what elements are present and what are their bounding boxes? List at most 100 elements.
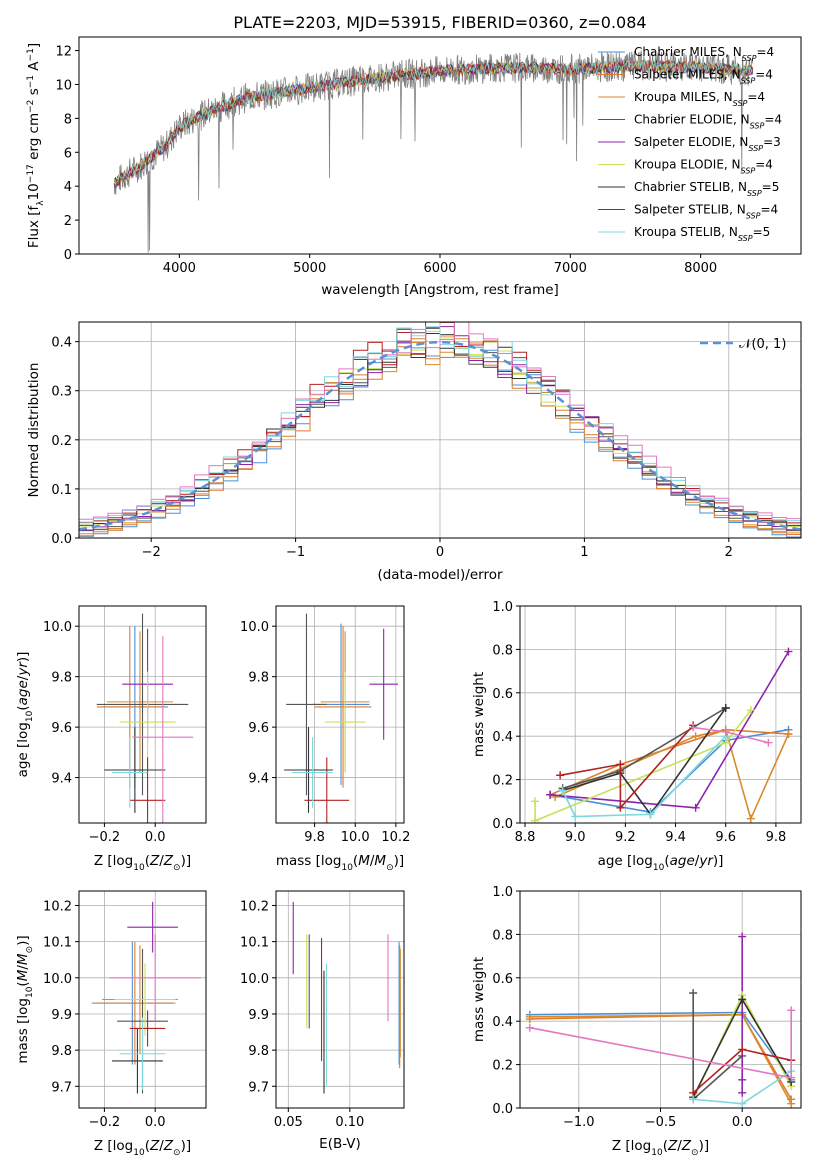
x-axis-label: Z [log10(Z/Z⊙)] bbox=[612, 1138, 709, 1158]
y-tick-label: 0.0 bbox=[51, 532, 72, 547]
y-tick-label: 0.0 bbox=[492, 1102, 513, 1117]
y-tick-label: 9.8 bbox=[248, 671, 269, 686]
legend-entry: Chabrier MILES, NSSP=4 bbox=[634, 45, 774, 63]
x-tick-label: −1 bbox=[286, 545, 305, 560]
x-tick-label: 0 bbox=[436, 545, 444, 560]
plus-marker bbox=[646, 810, 655, 819]
x-tick-label: 6000 bbox=[423, 261, 456, 276]
weight-vs-Z-lines bbox=[525, 932, 796, 1108]
age-vs-Z-points bbox=[96, 613, 194, 823]
plus-marker bbox=[691, 803, 700, 812]
weight-line bbox=[559, 724, 694, 810]
y-tick-label: 10.2 bbox=[43, 899, 72, 914]
plus-marker bbox=[738, 1099, 747, 1108]
plus-marker bbox=[738, 1088, 747, 1097]
residuals-frame bbox=[78, 321, 802, 539]
x-tick-label: 10.0 bbox=[341, 830, 370, 845]
y-tick-label: 0.2 bbox=[492, 1059, 513, 1074]
x-tick-label: −2 bbox=[142, 545, 161, 560]
y-tick-label: 6 bbox=[64, 146, 72, 161]
x-tick-label: 1 bbox=[580, 545, 588, 560]
legend-entry: Kroupa ELODIE, NSSP=4 bbox=[634, 158, 773, 176]
x-tick-label: 8000 bbox=[684, 261, 717, 276]
plus-marker bbox=[556, 771, 565, 780]
y-tick-label: 10 bbox=[55, 78, 72, 93]
plus-marker bbox=[546, 790, 555, 799]
y-tick-label: 0.4 bbox=[492, 730, 513, 745]
legend-entry: Salpeter STELIB, NSSP=4 bbox=[634, 203, 778, 221]
y-tick-label: 0.2 bbox=[51, 434, 72, 449]
y-tick-label: 0.6 bbox=[492, 687, 513, 702]
plus-marker bbox=[689, 988, 698, 997]
x-tick-label: 9.4 bbox=[665, 830, 686, 845]
legend-entry: Kroupa STELIB, NSSP=5 bbox=[634, 225, 770, 243]
model-line-salpeter-stelib bbox=[113, 60, 754, 188]
model-line-kroupa-stelib bbox=[113, 59, 753, 185]
plus-marker bbox=[689, 723, 698, 732]
plus-marker bbox=[764, 738, 773, 747]
plus-marker bbox=[571, 812, 580, 821]
x-tick-label: 9.8 bbox=[304, 830, 325, 845]
y-tick-label: 4 bbox=[64, 180, 72, 195]
spectrum-lines bbox=[113, 50, 754, 253]
y-tick-label: 10.0 bbox=[240, 620, 269, 635]
x-tick-label: 9.2 bbox=[615, 830, 636, 845]
x-tick-label: 0.0 bbox=[732, 1115, 753, 1130]
weight-line bbox=[534, 709, 752, 822]
y-tick-label: 0.8 bbox=[492, 643, 513, 658]
y-tick-label: 0.4 bbox=[51, 336, 72, 351]
y-tick-label: 10.2 bbox=[240, 899, 269, 914]
y-tick-label: 9.6 bbox=[248, 721, 269, 736]
plus-marker bbox=[784, 647, 793, 656]
y-tick-label: 2 bbox=[64, 214, 72, 229]
y-tick-label: 8 bbox=[64, 112, 72, 127]
y-tick-label: 9.7 bbox=[51, 1080, 72, 1095]
legend-entry: Chabrier ELODIE, NSSP=4 bbox=[634, 113, 782, 131]
mass-vs-Z-points bbox=[91, 901, 201, 1094]
y-axis-label: age [log10(age/yr)] bbox=[15, 652, 35, 778]
plus-marker bbox=[746, 706, 755, 715]
x-tick-label: 9.8 bbox=[766, 830, 787, 845]
x-tick-label: 0.10 bbox=[335, 1115, 364, 1130]
legend-entry: Salpeter MILES, NSSP=4 bbox=[634, 68, 773, 86]
x-tick-label: 9.6 bbox=[715, 830, 736, 845]
x-tick-label: 8.8 bbox=[515, 830, 536, 845]
weight-vs-age-lines bbox=[531, 647, 793, 823]
x-axis-label: age [log10(age/yr)] bbox=[598, 853, 724, 873]
y-tick-label: 10.0 bbox=[43, 972, 72, 987]
plus-marker bbox=[787, 1006, 796, 1015]
legend-entry: 𝒩(0, 1) bbox=[739, 337, 786, 352]
weight-line bbox=[562, 707, 727, 816]
x-tick-label: 0.0 bbox=[145, 1115, 166, 1130]
legend-entry: Salpeter ELODIE, NSSP=3 bbox=[634, 135, 781, 153]
mass-vs-ebv-grid bbox=[276, 891, 404, 1108]
y-tick-label: 0.6 bbox=[492, 972, 513, 987]
y-tick-label: 10.1 bbox=[43, 936, 72, 951]
plus-marker bbox=[738, 932, 747, 941]
plus-marker bbox=[691, 732, 700, 741]
age-vs-mass-grid bbox=[276, 606, 404, 823]
y-axis-label: mass weight bbox=[471, 957, 487, 1042]
y-tick-label: 9.9 bbox=[248, 1008, 269, 1023]
y-tick-label: 10.1 bbox=[240, 936, 269, 951]
weight-vs-age-frame bbox=[519, 605, 802, 824]
mass-vs-ebv-points bbox=[292, 901, 401, 1094]
age-vs-mass-points bbox=[284, 613, 398, 823]
age-vs-mass-frame bbox=[275, 605, 405, 824]
y-tick-label: 0.1 bbox=[51, 483, 72, 498]
plus-marker bbox=[616, 803, 625, 812]
mass-vs-Z-frame bbox=[78, 890, 207, 1109]
x-tick-label: 9.0 bbox=[565, 830, 586, 845]
plus-marker bbox=[525, 1023, 534, 1032]
x-axis-label: mass [log10(M/M⊙)] bbox=[276, 853, 404, 873]
y-tick-label: 1.0 bbox=[492, 600, 513, 615]
y-axis-label: Normed distribution bbox=[26, 363, 42, 498]
y-tick-label: 9.8 bbox=[248, 1044, 269, 1059]
y-tick-label: 9.9 bbox=[51, 1008, 72, 1023]
plus-marker bbox=[738, 995, 747, 1004]
y-axis-label: Flux [fλ10−17 erg cm−2 s−1 A−1] bbox=[26, 43, 46, 248]
plus-marker bbox=[531, 816, 540, 823]
y-tick-label: 10.0 bbox=[240, 972, 269, 987]
y-tick-label: 12 bbox=[55, 45, 72, 60]
